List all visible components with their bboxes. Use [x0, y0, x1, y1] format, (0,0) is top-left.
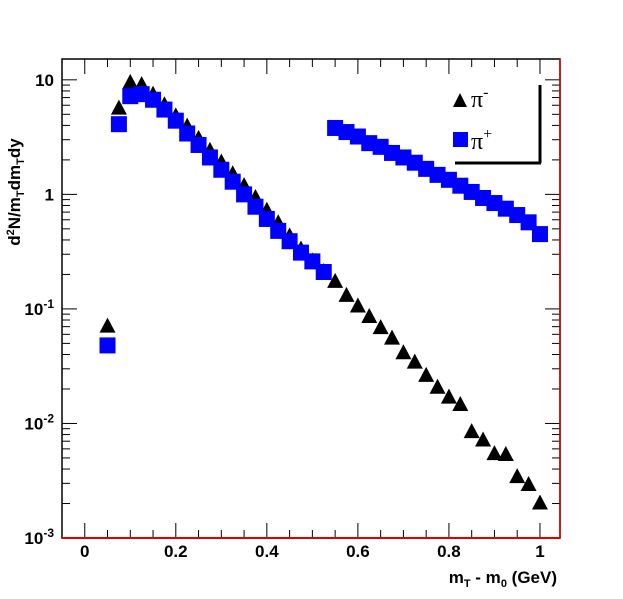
pi-plus-point: [99, 337, 116, 354]
pi-minus-point: [452, 395, 469, 411]
legend-triangle-marker: [453, 93, 467, 107]
pi-minus-point: [338, 286, 355, 302]
pi-minus-point: [509, 468, 526, 484]
x-tick-label: 1: [535, 542, 544, 561]
pi-minus-point: [122, 73, 139, 89]
pi-minus-point: [418, 366, 435, 382]
x-tick-label: 0: [80, 542, 89, 561]
y-tick-label: 10-3: [24, 526, 54, 548]
pi-minus-point: [463, 423, 480, 439]
x-tick-label: 0.2: [164, 542, 188, 561]
pi-plus-point: [531, 226, 548, 243]
pi-minus-point: [327, 272, 344, 288]
pi-plus-point: [110, 116, 127, 133]
data-markers: [99, 73, 548, 510]
pi-plus-point: [247, 198, 264, 215]
pi-plus-point: [201, 149, 218, 166]
pi-plus-point: [315, 264, 332, 281]
pi-minus-point: [384, 329, 401, 345]
x-axis-title: mT - m0 (GeV): [449, 568, 557, 590]
pi-minus-point: [110, 99, 127, 115]
pi-minus-point: [475, 431, 492, 447]
x-tick-label: 0.8: [437, 542, 461, 561]
pi-minus-point: [406, 353, 423, 369]
x-tick-label: 0.4: [255, 542, 279, 561]
pi-plus-point: [224, 173, 241, 190]
x-tick-label: 0.6: [346, 542, 370, 561]
y-tick-label: 1: [45, 185, 54, 204]
pi-plus-point: [236, 186, 253, 203]
x-tick-labels: 0 0.2 0.4 0.6 0.8 1: [80, 542, 545, 561]
y-tick-labels: 10 1 10-1 10-2 10-3: [24, 71, 54, 548]
legend-label-pi-minus: π-: [471, 84, 488, 113]
pi-minus-point: [520, 476, 537, 492]
y-tick-label: 10-2: [24, 411, 54, 433]
pi-minus-point: [395, 344, 412, 360]
legend: π- π+: [453, 84, 542, 165]
pi-minus-point: [372, 319, 389, 335]
axis-ticks: [61, 59, 560, 539]
pi-minus-point: [486, 445, 503, 461]
pi-minus-point: [531, 494, 548, 510]
pi-minus-point: [361, 307, 378, 323]
y-tick-label: 10: [35, 71, 54, 90]
pi-minus-point: [440, 388, 457, 404]
pi-minus-point: [497, 446, 514, 462]
y-tick-label: 10-1: [24, 297, 54, 319]
pi-minus-point: [429, 378, 446, 394]
pi-plus-point: [167, 112, 184, 129]
legend-label-pi-plus: π+: [471, 126, 492, 155]
legend-square-marker: [453, 132, 468, 147]
y-axis-title: d2N/mTdmTdy: [5, 138, 27, 246]
pi-minus-point: [349, 297, 366, 313]
pi-plus-point: [190, 136, 207, 153]
pi-minus-point: [99, 317, 116, 333]
